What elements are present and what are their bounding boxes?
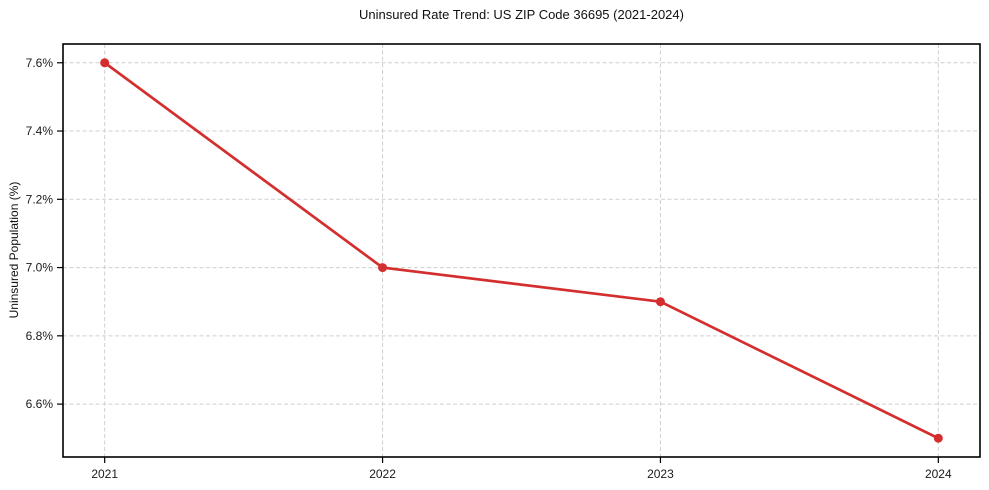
plot-border [62,43,981,458]
x-tick-label: 2021 [91,467,118,481]
data-point-2024 [933,433,943,443]
y-tick-label: 7.0% [26,261,54,275]
x-tick-label: 2023 [647,467,674,481]
y-tick-label: 7.2% [26,192,54,206]
chart-title: Uninsured Rate Trend: US ZIP Code 36695 … [359,7,684,22]
y-tick-label: 7.6% [26,56,54,70]
data-point-2023 [655,297,665,307]
data-point-2022 [378,263,388,273]
x-tick-label: 2022 [369,467,396,481]
y-tick-label: 6.8% [26,329,54,343]
data-line [103,61,940,440]
y-tick-label: 7.4% [26,124,54,138]
x-tick-label: 2024 [925,467,952,481]
data-point-2021 [100,58,110,68]
y-tick-label: 6.6% [26,397,54,411]
